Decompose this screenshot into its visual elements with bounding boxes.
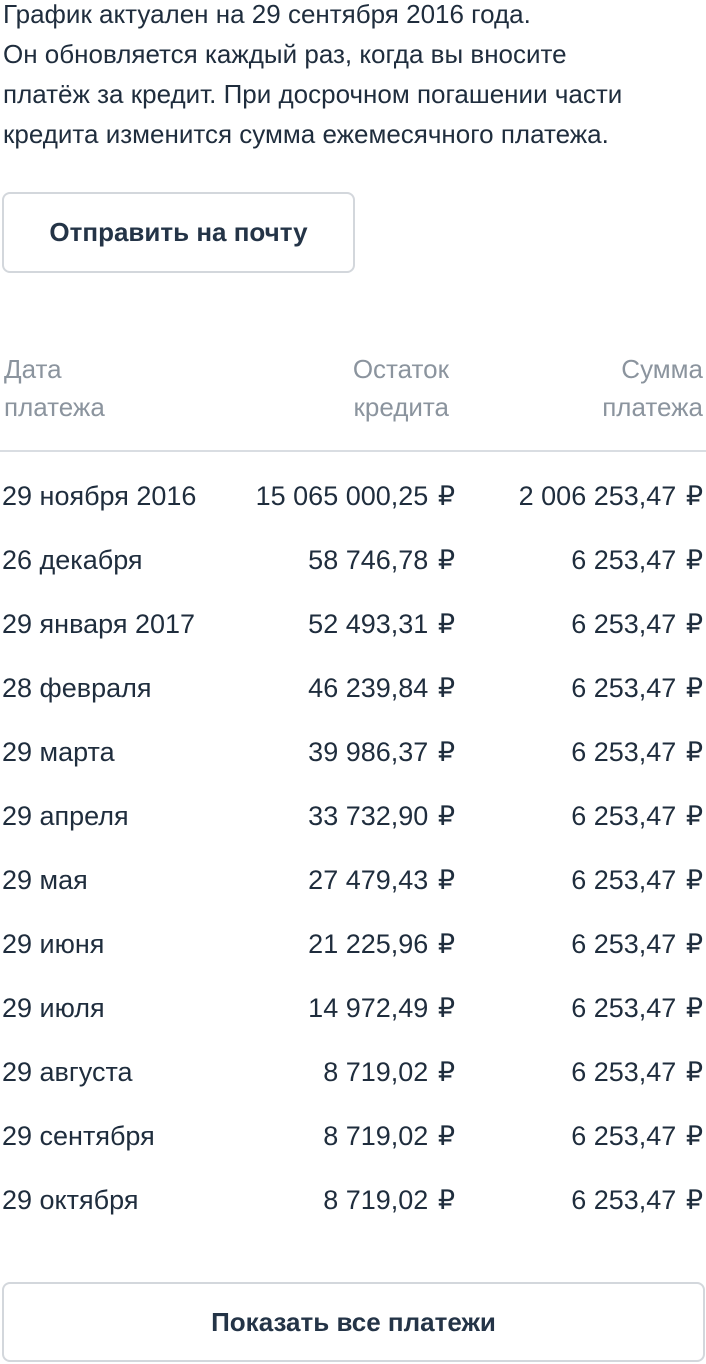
table-row: 29 сентября 8 719,02 ₽ 6 253,47 ₽ xyxy=(0,1104,706,1168)
payment-amount: 6 253,47 ₽ xyxy=(571,1185,703,1215)
ruble-sign: ₽ xyxy=(437,865,455,895)
description-line: График актуален на 29 сентября 2016 года… xyxy=(3,0,531,29)
remaining-balance: 8 719,02 ₽ xyxy=(323,1121,455,1151)
ruble-sign: ₽ xyxy=(437,929,455,959)
payment-date: 28 февраля xyxy=(2,673,152,703)
table-row: 29 марта 39 986,37 ₽ 6 253,47 ₽ xyxy=(0,720,706,784)
table-row: 29 августа 8 719,02 ₽ 6 253,47 ₽ xyxy=(0,1040,706,1104)
ruble-sign: ₽ xyxy=(685,481,703,511)
remaining-balance: 52 493,31 ₽ xyxy=(308,609,455,639)
description-line: Он обновляется каждый раз, когда вы внос… xyxy=(3,39,567,69)
payment-amount: 6 253,47 ₽ xyxy=(571,609,703,639)
ruble-sign: ₽ xyxy=(685,1185,703,1215)
payment-amount: 6 253,47 ₽ xyxy=(571,1121,703,1151)
remaining-balance: 39 986,37 ₽ xyxy=(308,737,455,767)
description-line: кредита изменится сумма ежемесячного пла… xyxy=(3,119,609,149)
table-row: 26 декабря 58 746,78 ₽ 6 253,47 ₽ xyxy=(0,528,706,592)
ruble-sign: ₽ xyxy=(437,801,455,831)
column-header-date: Дата платежа xyxy=(4,354,105,422)
ruble-sign: ₽ xyxy=(685,545,703,575)
ruble-sign: ₽ xyxy=(685,1121,703,1151)
payment-amount: 6 253,47 ₽ xyxy=(571,545,703,575)
payment-amount: 6 253,47 ₽ xyxy=(571,865,703,895)
ruble-sign: ₽ xyxy=(685,737,703,767)
ruble-sign: ₽ xyxy=(685,673,703,703)
payment-amount: 6 253,47 ₽ xyxy=(571,1057,703,1087)
payment-date: 29 сентября xyxy=(2,1121,155,1151)
table-row: 29 июля 14 972,49 ₽ 6 253,47 ₽ xyxy=(0,976,706,1040)
remaining-balance: 58 746,78 ₽ xyxy=(308,545,455,575)
payment-amount: 6 253,47 ₽ xyxy=(571,673,703,703)
remaining-balance: 15 065 000,25 ₽ xyxy=(255,481,455,511)
remaining-balance: 27 479,43 ₽ xyxy=(308,865,455,895)
send-to-email-button[interactable]: Отправить на почту xyxy=(2,192,355,273)
payment-date: 29 марта xyxy=(2,737,115,767)
remaining-balance: 8 719,02 ₽ xyxy=(323,1185,455,1215)
payment-date: 29 июня xyxy=(2,929,105,959)
table-row: 29 января 2017 52 493,31 ₽ 6 253,47 ₽ xyxy=(0,592,706,656)
ruble-sign: ₽ xyxy=(437,1057,455,1087)
ruble-sign: ₽ xyxy=(685,801,703,831)
table-body: 29 ноября 2016 15 065 000,25 ₽ 2 006 253,4… xyxy=(0,464,706,1232)
ruble-sign: ₽ xyxy=(437,673,455,703)
column-header-balance: Остаток кредита xyxy=(352,354,449,422)
payment-date: 29 ноября 2016 xyxy=(2,481,197,511)
ruble-sign: ₽ xyxy=(685,993,703,1023)
remaining-balance: 33 732,90 ₽ xyxy=(308,801,455,831)
payment-date: 29 апреля xyxy=(2,801,129,831)
ruble-sign: ₽ xyxy=(437,993,455,1023)
table-header: Дата платежа Остаток кредита Сумма плате… xyxy=(0,350,706,452)
column-header-sum: Сумма платежа xyxy=(602,354,703,422)
payment-date: 29 января 2017 xyxy=(2,609,196,639)
payment-amount: 6 253,47 ₽ xyxy=(571,737,703,767)
payment-amount: 6 253,47 ₽ xyxy=(571,801,703,831)
payment-amount: 6 253,47 ₽ xyxy=(571,993,703,1023)
ruble-sign: ₽ xyxy=(437,1121,455,1151)
remaining-balance: 14 972,49 ₽ xyxy=(308,993,455,1023)
payment-date: 29 августа xyxy=(2,1057,133,1087)
payment-date: 26 декабря xyxy=(2,545,143,575)
payment-date: 29 октября xyxy=(2,1185,139,1215)
payment-amount: 2 006 253,47 ₽ xyxy=(518,481,703,511)
ruble-sign: ₽ xyxy=(437,545,455,575)
ruble-sign: ₽ xyxy=(437,481,455,511)
ruble-sign: ₽ xyxy=(437,609,455,639)
ruble-sign: ₽ xyxy=(685,865,703,895)
table-row: 29 ноября 2016 15 065 000,25 ₽ 2 006 253,4… xyxy=(0,464,706,528)
table-row: 28 февраля 46 239,84 ₽ 6 253,47 ₽ xyxy=(0,656,706,720)
ruble-sign: ₽ xyxy=(437,1185,455,1215)
payment-amount: 6 253,47 ₽ xyxy=(571,929,703,959)
ruble-sign: ₽ xyxy=(437,737,455,767)
schedule-description: График актуален на 29 сентября 2016 года… xyxy=(3,0,703,154)
ruble-sign: ₽ xyxy=(685,929,703,959)
ruble-sign: ₽ xyxy=(685,1057,703,1087)
ruble-sign: ₽ xyxy=(685,609,703,639)
remaining-balance: 8 719,02 ₽ xyxy=(323,1057,455,1087)
remaining-balance: 46 239,84 ₽ xyxy=(308,673,455,703)
description-line: платёж за кредит. При досрочном погашени… xyxy=(3,79,623,109)
payment-schedule-table: Дата платежа Остаток кредита Сумма плате… xyxy=(0,350,706,1232)
show-all-payments-button[interactable]: Показать все платежи xyxy=(2,1282,705,1362)
table-row: 29 октября 8 719,02 ₽ 6 253,47 ₽ xyxy=(0,1168,706,1232)
table-row: 29 апреля 33 732,90 ₽ 6 253,47 ₽ xyxy=(0,784,706,848)
table-row: 29 июня 21 225,96 ₽ 6 253,47 ₽ xyxy=(0,912,706,976)
payment-date: 29 мая xyxy=(2,865,88,895)
payment-date: 29 июля xyxy=(2,993,105,1023)
table-row: 29 мая 27 479,43 ₽ 6 253,47 ₽ xyxy=(0,848,706,912)
remaining-balance: 21 225,96 ₽ xyxy=(308,929,455,959)
